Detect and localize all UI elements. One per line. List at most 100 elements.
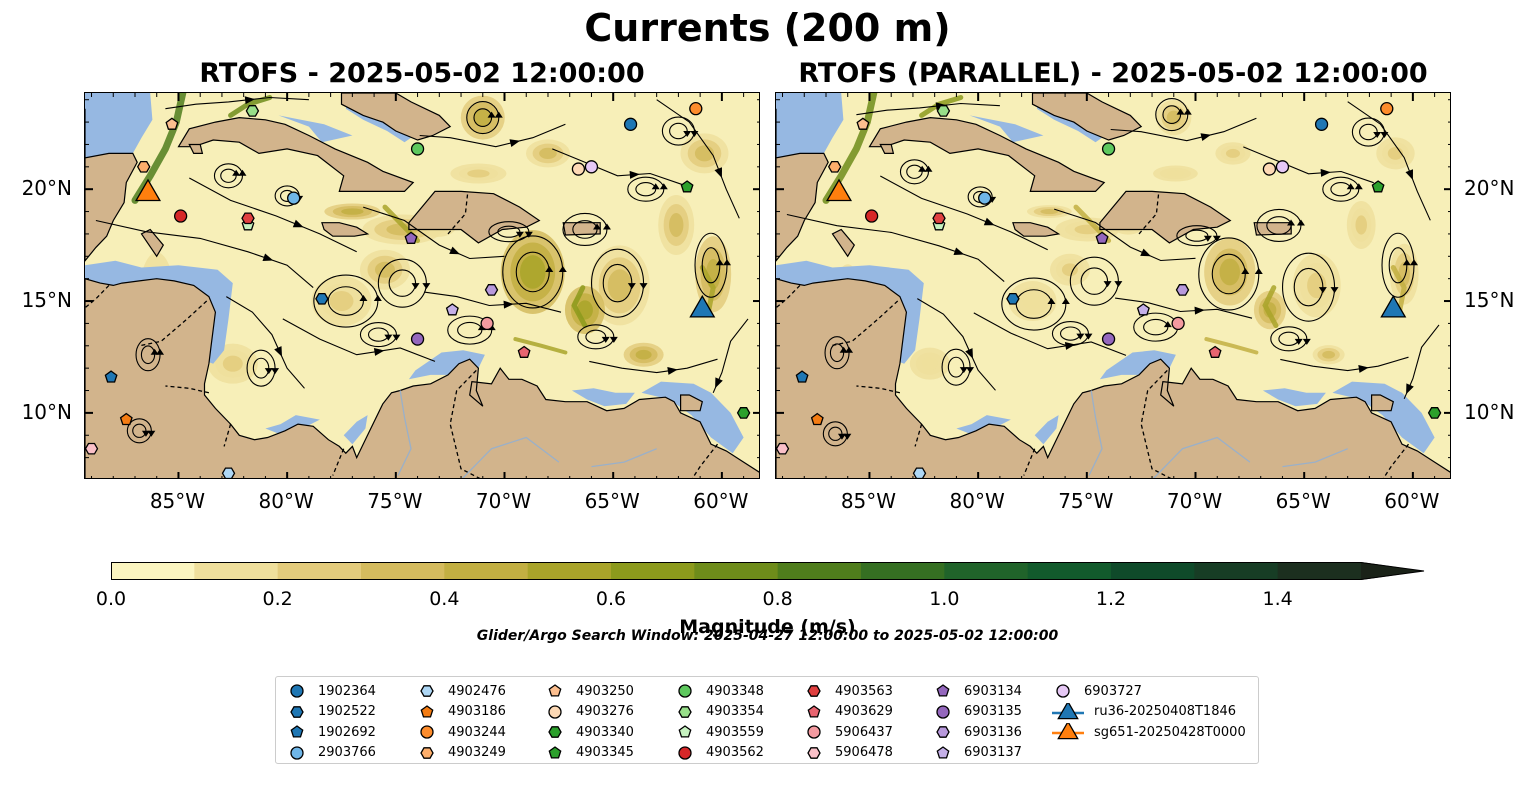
right-map-panel — [775, 92, 1451, 479]
streamline-arrow — [1212, 235, 1221, 242]
streamline-arrow — [1402, 259, 1411, 266]
argo-float-marker-6903727 — [1275, 160, 1290, 174]
legend-marker-icon — [290, 705, 304, 718]
glider-marker-sg651-20250428T0000 — [825, 178, 853, 202]
streamline-arrow — [1103, 281, 1112, 288]
legend-hexagon-marker — [936, 726, 950, 739]
colorbar-extend-arrow — [1361, 562, 1424, 580]
streamline-arrow — [843, 433, 852, 440]
argo-float-marker-4903244 — [689, 102, 703, 116]
legend-pentagon-marker — [548, 745, 562, 759]
legend-label: 4903250 — [576, 683, 634, 699]
legend-item: 4903345 — [544, 743, 634, 764]
legend-item: 1902522 — [286, 702, 376, 723]
argo-float-marker-6903136 — [484, 284, 499, 296]
legend-label: 4903340 — [576, 724, 634, 740]
colorbar-segment — [111, 562, 195, 580]
legend-hexagon-marker — [807, 746, 821, 759]
streamline-arrow — [1302, 338, 1311, 345]
legend-marker-icon — [420, 725, 434, 739]
argo-float-marker-1902522 — [315, 292, 329, 305]
streamlines — [95, 96, 749, 444]
legend-marker-icon — [936, 684, 950, 697]
lon-tick-label: 70°W — [1166, 489, 1223, 513]
streamline-arrow — [714, 167, 722, 178]
streamline-arrow — [558, 265, 567, 272]
argo-float-marker-4903250 — [165, 117, 179, 130]
argo-float-marker-4903340 — [736, 407, 751, 419]
legend-hexagon-marker — [548, 726, 562, 739]
legend-label: sg651-20250428T0000 — [1094, 724, 1246, 740]
streamline-arrow — [503, 300, 514, 309]
streamline-arrow — [384, 334, 393, 341]
streamline-arrow — [609, 336, 618, 343]
legend-marker-icon — [807, 746, 821, 759]
legend: 1902364 1902522 1902692 2903766 4902476 49031… — [275, 676, 1259, 764]
legend-item: 6903136 — [932, 722, 1022, 743]
lat-tick-label: 20°N — [1464, 176, 1515, 201]
rivers — [397, 390, 657, 478]
streamline — [363, 206, 505, 260]
legend-item: 6903134 — [932, 681, 1022, 702]
legend-marker-icon — [1052, 723, 1084, 740]
argo-float-marker-4903276 — [1262, 162, 1277, 176]
streamline-arrow — [373, 295, 382, 302]
legend-marker-icon — [678, 725, 692, 738]
legend-marker-icon — [548, 705, 562, 719]
streamline-arrow — [602, 223, 611, 230]
legend-item: 4903354 — [674, 702, 764, 723]
argo-float-marker-1902692 — [104, 370, 118, 383]
lon-tick-label: 75°W — [367, 489, 423, 513]
legend-label: 4903559 — [706, 724, 764, 740]
argo-float-marker-4903629 — [517, 345, 531, 358]
legend-pentagon-marker — [420, 704, 434, 718]
argo-float-marker-2903766 — [978, 191, 992, 205]
streamline-arrow — [593, 223, 602, 230]
legend-circle-marker — [290, 684, 304, 698]
streamline-arrow — [629, 170, 640, 179]
streamline-arrow — [1358, 365, 1369, 373]
streamline-arrow — [422, 283, 431, 290]
streamline-arrow — [627, 283, 636, 290]
legend-label: 6903727 — [1084, 683, 1142, 699]
streamline-arrow — [487, 111, 496, 118]
streamline-arrow — [238, 169, 247, 176]
streamline-arrow — [1296, 219, 1305, 226]
lon-tick-label: 80°W — [258, 489, 314, 513]
legend-item: 6903727 — [1052, 681, 1246, 702]
streamline — [457, 321, 483, 339]
legend-marker-icon — [290, 725, 304, 738]
legend-item: 4903559 — [674, 722, 764, 743]
legend-hexagon-marker — [420, 746, 434, 759]
legend-hexagon-marker — [420, 685, 434, 698]
legend-column: 4903563 4903629 5906437 5906478 — [803, 681, 893, 763]
colorbar-tick-label: 0.8 — [762, 588, 793, 610]
lon-tick-label: 80°W — [949, 489, 1005, 513]
legend-item: 4903340 — [544, 722, 634, 743]
figure-suptitle: Currents (200 m) — [584, 6, 951, 50]
streamline-arrow — [845, 346, 854, 353]
argo-float-marker-4903276 — [571, 162, 586, 176]
legend-item: 2903766 — [286, 743, 376, 764]
streamline-arrow — [839, 346, 848, 353]
lon-tick-label: 65°W — [584, 489, 640, 513]
legend-marker-icon — [420, 685, 434, 698]
legend-item: 1902364 — [286, 681, 376, 702]
streamline-arrow — [953, 247, 965, 255]
lat-tick-label: 15°N — [1464, 288, 1515, 313]
legend-circle-marker — [678, 684, 692, 698]
colorbar-segment — [1277, 562, 1362, 580]
argo-float-marker-6903137 — [1136, 303, 1150, 316]
streamline-arrow — [1140, 248, 1151, 257]
legend-item: 4903629 — [803, 702, 893, 723]
lon-tick-label: 60°W — [1384, 489, 1440, 513]
legend-hexagon-marker — [678, 705, 692, 718]
legend-marker-icon — [678, 746, 692, 760]
argo-float-marker-4903345 — [680, 180, 694, 193]
streamline-arrow — [667, 367, 678, 375]
glider-marker-sg651-20250428T0000 — [134, 178, 162, 202]
argo-float-marker-4903629 — [1208, 345, 1222, 358]
streamline-arrow — [509, 139, 521, 147]
legend-item: 6903137 — [932, 743, 1022, 764]
streamline-arrow — [1287, 219, 1296, 226]
